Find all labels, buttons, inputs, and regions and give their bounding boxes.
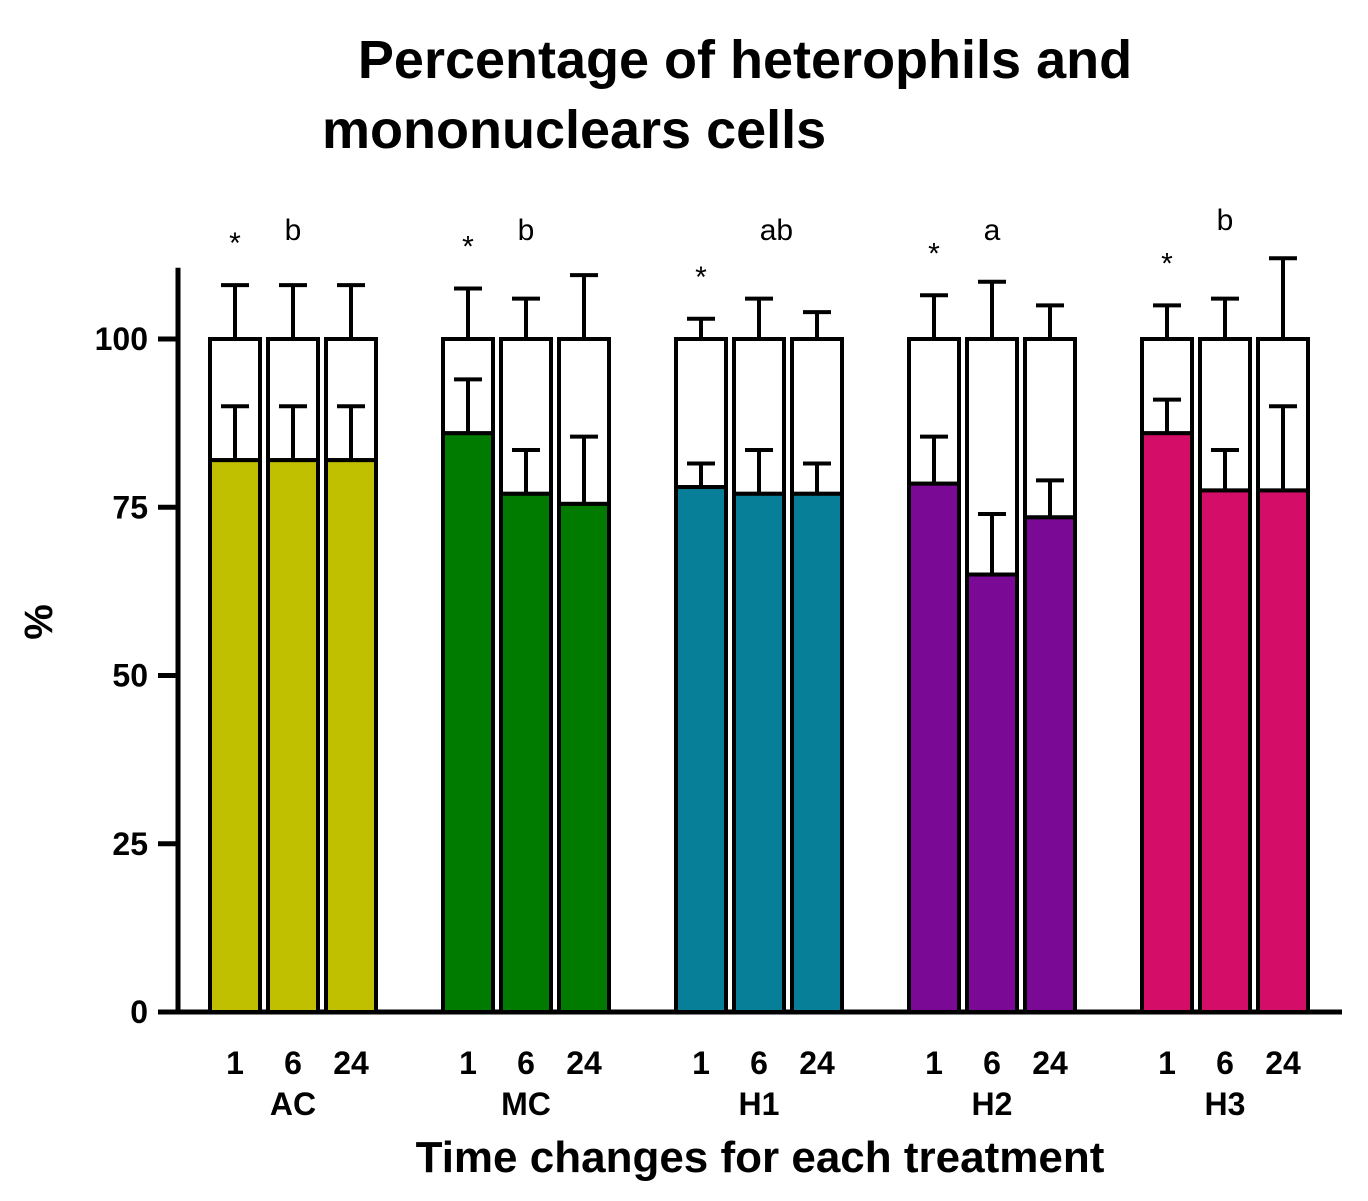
x-tick-label: 6 — [517, 1045, 535, 1081]
group-label-H3: H3 — [1205, 1086, 1246, 1122]
group-letter-AC: b — [285, 214, 302, 247]
x-tick-label: 1 — [459, 1045, 477, 1081]
x-tick-label: 1 — [226, 1045, 244, 1081]
x-tick-label: 1 — [925, 1045, 943, 1081]
group-label-H2: H2 — [972, 1086, 1013, 1122]
x-tick-label: 6 — [284, 1045, 302, 1081]
bar-heterophils-MC-1 — [441, 431, 495, 1015]
x-axis-title: Time changes for each treatment — [416, 1133, 1105, 1182]
significance-mark: * — [695, 261, 707, 294]
group-label-MC: MC — [501, 1086, 551, 1122]
bar-heterophils-MC-24 — [557, 501, 611, 1014]
bar-heterophils-H2-1 — [907, 481, 961, 1014]
bar-heterophils-H2-24 — [1023, 515, 1077, 1014]
y-tick-label: 25 — [112, 826, 148, 862]
x-tick-label: 24 — [1265, 1045, 1301, 1081]
group-letter-H2: a — [984, 214, 1001, 247]
x-tick-label: 24 — [566, 1045, 602, 1081]
bar-heterophils-MC-6 — [499, 491, 553, 1015]
bar-heterophils-AC-6 — [266, 458, 320, 1014]
y-tick-label: 100 — [95, 321, 148, 357]
group-label-AC: AC — [270, 1086, 316, 1122]
x-tick-label: 6 — [750, 1045, 768, 1081]
bar-heterophils-H1-1 — [674, 485, 728, 1014]
significance-mark: * — [229, 227, 241, 260]
significance-mark: * — [1161, 247, 1173, 280]
chart-title-line2: mononuclears cells — [322, 100, 826, 160]
y-axis-title: % — [17, 604, 61, 640]
y-tick-label: 0 — [130, 994, 148, 1030]
x-tick-label: 1 — [1158, 1045, 1176, 1081]
significance-mark: * — [928, 237, 940, 270]
x-tick-label: 1 — [692, 1045, 710, 1081]
x-tick-label: 24 — [799, 1045, 835, 1081]
bar-mononuclear-AC-6 — [266, 337, 320, 463]
chart-title-line1: Percentage of heterophils and — [358, 30, 1132, 90]
bar-heterophils-H3-24 — [1256, 488, 1310, 1014]
bar-heterophils-AC-24 — [324, 458, 378, 1014]
x-tick-label: 24 — [1032, 1045, 1068, 1081]
bar-heterophils-H1-24 — [790, 491, 844, 1015]
y-tick-label: 75 — [112, 489, 148, 525]
group-letter-MC: b — [518, 214, 535, 247]
bar-heterophils-AC-1 — [208, 458, 262, 1014]
group-letter-H3: b — [1217, 204, 1234, 237]
bar-heterophils-H3-6 — [1198, 488, 1252, 1014]
bar-heterophils-H2-6 — [965, 572, 1019, 1014]
significance-mark: * — [462, 231, 474, 264]
x-tick-label: 24 — [333, 1045, 369, 1081]
group-label-H1: H1 — [739, 1086, 780, 1122]
group-letter-H1: ab — [760, 214, 793, 247]
x-tick-label: 6 — [983, 1045, 1001, 1081]
y-tick-label: 50 — [112, 658, 148, 694]
bar-heterophils-H3-1 — [1140, 431, 1194, 1015]
x-tick-label: 6 — [1216, 1045, 1234, 1081]
bar-heterophils-H1-6 — [732, 491, 786, 1015]
